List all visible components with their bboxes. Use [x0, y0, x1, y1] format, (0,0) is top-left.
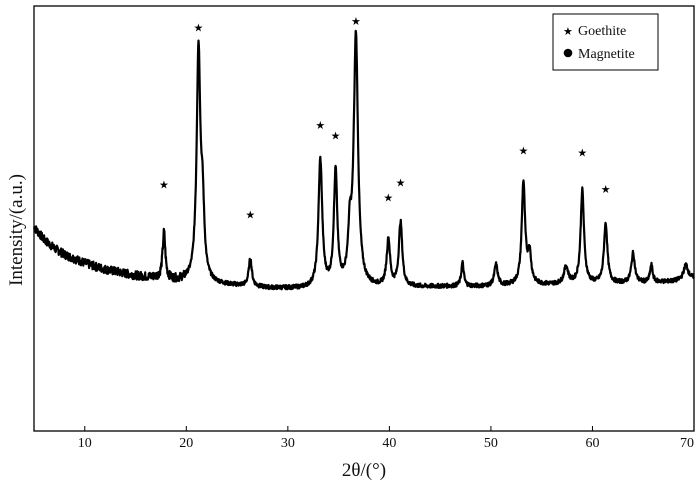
x-axis-label: 2θ/(°) [342, 460, 386, 481]
x-tick-label: 40 [382, 436, 396, 451]
legend-label-goethite: Goethite [578, 24, 626, 39]
goethite-peak-marker: ★ [331, 130, 341, 143]
goethite-peak-marker: ★ [351, 15, 361, 28]
goethite-peak-marker: ★ [577, 147, 587, 160]
legend-label-magnetite: Magnetite [578, 47, 635, 62]
x-tick-label: 70 [680, 436, 694, 451]
legend-marker-circle [563, 48, 573, 58]
plot-frame [33, 5, 695, 432]
x-tick-label: 20 [179, 436, 193, 451]
x-axis-ticks [84, 426, 695, 431]
legend: ★ Goethite Magnetite [552, 13, 659, 71]
x-tick-label: 10 [78, 436, 92, 451]
goethite-peak-marker: ★ [315, 119, 325, 132]
peak-markers: ★★★★★★★★★ ★★ [159, 15, 611, 221]
x-tick-label: 30 [281, 436, 295, 451]
goethite-peak-marker: ★ [245, 208, 255, 221]
goethite-peak-marker: ★ [159, 179, 169, 192]
goethite-peak-marker: ★ [601, 183, 611, 196]
x-tick-label: 50 [484, 436, 498, 451]
legend-marker-star: ★ [563, 25, 573, 38]
goethite-peak-marker: ★ [383, 191, 393, 204]
xrd-pattern-line [33, 29, 695, 291]
x-tick-label: 60 [585, 436, 599, 451]
goethite-peak-marker: ★ [518, 145, 528, 158]
y-axis-label: Intensity/(a.u.) [6, 174, 27, 286]
goethite-peak-marker: ★ [396, 176, 406, 189]
legend-box [552, 13, 659, 71]
x-axis-tick-labels: 10 20 30 40 50 60 70 [78, 436, 694, 451]
goethite-peak-marker: ★ [194, 21, 204, 34]
